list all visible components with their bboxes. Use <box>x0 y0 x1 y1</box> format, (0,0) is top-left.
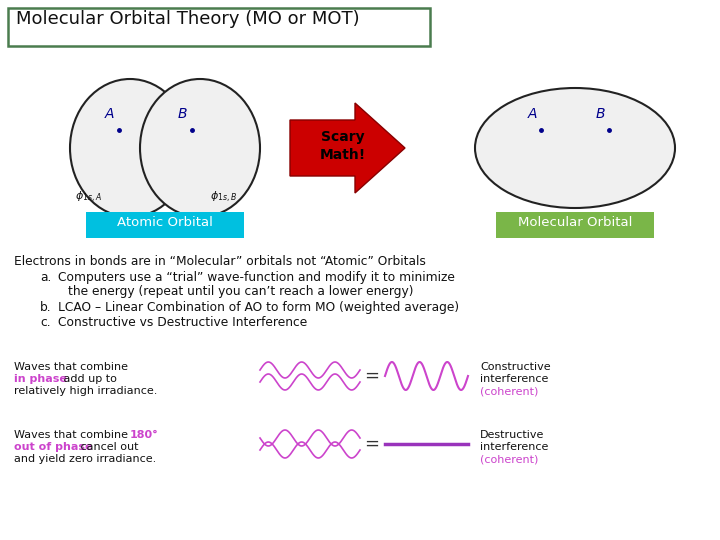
Text: out of phase: out of phase <box>14 442 92 452</box>
FancyBboxPatch shape <box>496 212 654 238</box>
Text: A: A <box>528 107 538 121</box>
Text: relatively high irradiance.: relatively high irradiance. <box>14 386 158 396</box>
Text: interference: interference <box>480 442 549 452</box>
Text: b.: b. <box>40 301 52 314</box>
FancyBboxPatch shape <box>86 212 244 238</box>
Text: Electrons in bonds are in “Molecular” orbitals not “Atomic” Orbitals: Electrons in bonds are in “Molecular” or… <box>14 255 426 268</box>
Ellipse shape <box>140 79 260 217</box>
Text: LCAO – Linear Combination of AO to form MO (weighted average): LCAO – Linear Combination of AO to form … <box>58 301 459 314</box>
Text: in phase: in phase <box>14 374 67 384</box>
Polygon shape <box>290 103 405 193</box>
Text: =: = <box>364 435 379 453</box>
Text: $\phi_{1s,A}$: $\phi_{1s,A}$ <box>75 190 102 205</box>
Text: B: B <box>596 107 606 121</box>
Text: Computers use a “trial” wave-function and modify it to minimize: Computers use a “trial” wave-function an… <box>58 271 455 284</box>
Text: A: A <box>105 107 114 121</box>
Text: c.: c. <box>40 316 50 329</box>
Text: Atomic Orbital: Atomic Orbital <box>117 215 213 228</box>
Text: Scary
Math!: Scary Math! <box>320 130 366 161</box>
Text: cancel out: cancel out <box>77 442 138 452</box>
FancyBboxPatch shape <box>8 8 430 46</box>
Text: 180°: 180° <box>130 430 158 440</box>
Text: a.: a. <box>40 271 51 284</box>
Text: Constructive: Constructive <box>480 362 551 372</box>
Text: interference: interference <box>480 374 549 384</box>
Ellipse shape <box>70 79 190 217</box>
Ellipse shape <box>475 88 675 208</box>
Text: Waves that combine: Waves that combine <box>14 362 128 372</box>
Text: Waves that combine: Waves that combine <box>14 430 132 440</box>
Text: and yield zero irradiance.: and yield zero irradiance. <box>14 454 156 464</box>
Text: (coherent): (coherent) <box>480 454 539 464</box>
Text: =: = <box>364 367 379 385</box>
Text: $\phi_{1s,B}$: $\phi_{1s,B}$ <box>210 190 237 205</box>
Text: Molecular Orbital Theory (MO or MOT): Molecular Orbital Theory (MO or MOT) <box>16 10 359 28</box>
Text: Destructive: Destructive <box>480 430 544 440</box>
Text: Molecular Orbital: Molecular Orbital <box>518 215 632 228</box>
Text: Constructive vs Destructive Interference: Constructive vs Destructive Interference <box>58 316 307 329</box>
Text: the energy (repeat until you can’t reach a lower energy): the energy (repeat until you can’t reach… <box>68 285 413 298</box>
Text: B: B <box>178 107 187 121</box>
Text: (coherent): (coherent) <box>480 386 539 396</box>
Text: add up to: add up to <box>60 374 117 384</box>
